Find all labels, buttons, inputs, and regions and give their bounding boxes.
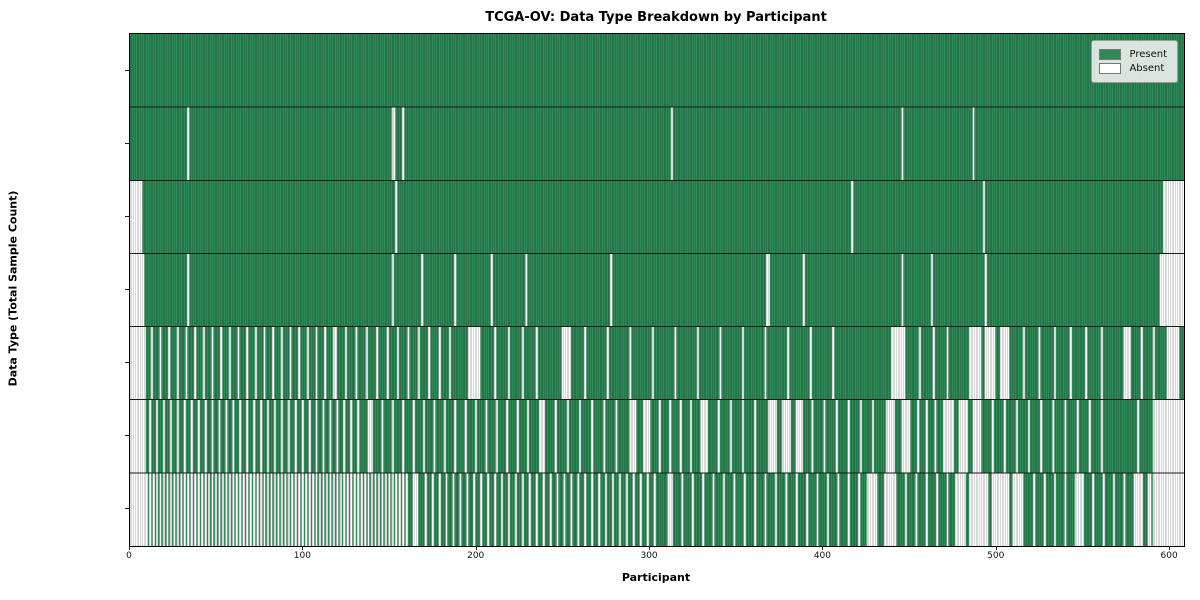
x-tick-mark [995, 546, 997, 550]
legend: Present Absent [1091, 40, 1178, 83]
x-tick-label: 400 [813, 551, 831, 561]
x-tick-mark [129, 546, 130, 550]
x-axis-label: Participant [621, 571, 691, 584]
x-tick-label: 300 [640, 551, 658, 561]
plot-area: Present Absent [129, 33, 1185, 547]
y-tick-mark [125, 143, 129, 144]
x-tick-label: 0 [126, 551, 132, 561]
legend-absent-label: Absent [1129, 63, 1165, 74]
x-tick-label: 600 [1160, 551, 1178, 561]
x-tick-mark [649, 546, 651, 550]
y-tick-mark [125, 362, 129, 363]
chart-title: TCGA-OV: Data Type Breakdown by Particip… [485, 10, 827, 25]
x-tick-label: 500 [987, 551, 1005, 561]
absent-swatch-icon [1099, 63, 1122, 74]
x-tick-label: 200 [467, 551, 485, 561]
y-tick-mark [125, 70, 129, 71]
y-tick-mark [125, 435, 129, 436]
y-tick-mark [125, 508, 129, 509]
x-tick-mark [302, 546, 304, 550]
y-tick-mark [125, 216, 129, 217]
heatmap-canvas [130, 34, 1184, 546]
x-tick-label: 100 [293, 551, 311, 561]
x-tick-mark [475, 546, 477, 550]
y-tick-mark [125, 289, 129, 290]
x-tick-mark [822, 546, 824, 550]
present-swatch-icon [1099, 49, 1122, 60]
legend-item-present: Present [1099, 49, 1167, 60]
legend-present-label: Present [1129, 49, 1167, 60]
y-axis-label: Data Type (Total Sample Count) [6, 190, 20, 387]
x-tick-mark [1169, 546, 1171, 550]
legend-item-absent: Absent [1099, 63, 1167, 74]
